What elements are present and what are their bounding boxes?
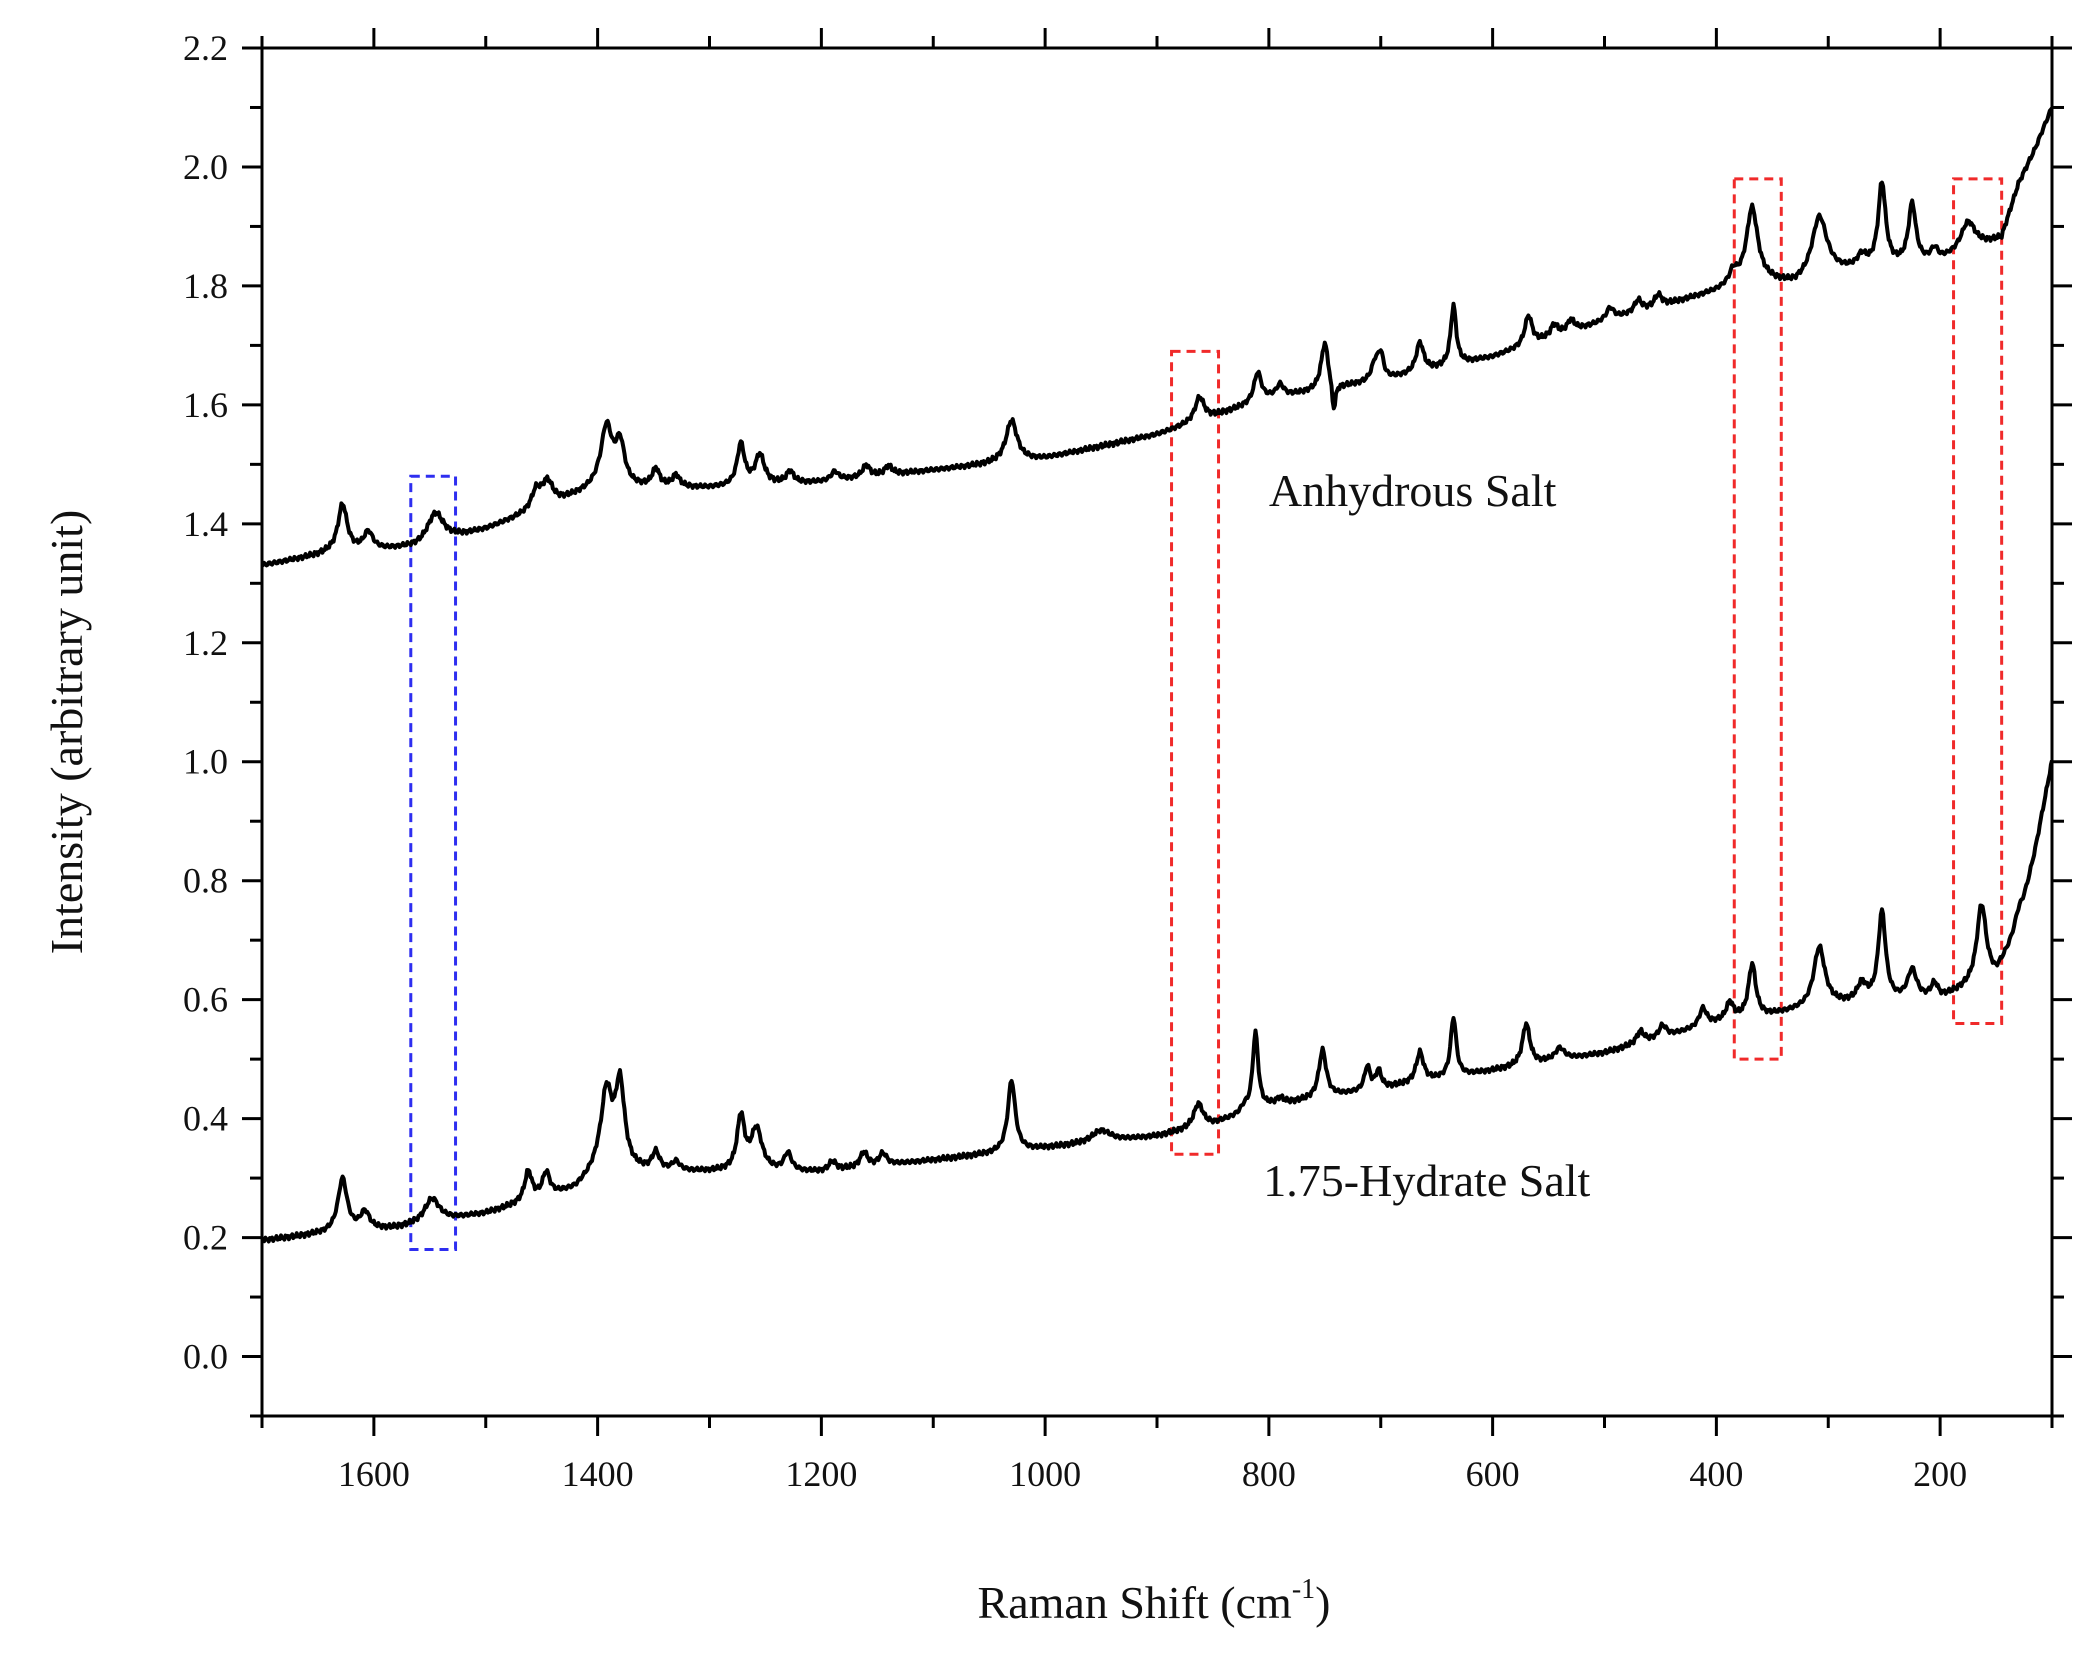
x-tick-label: 800 bbox=[1242, 1454, 1296, 1494]
y-tick-label: 1.8 bbox=[183, 266, 228, 306]
y-tick-label: 2.0 bbox=[183, 147, 228, 187]
y-tick-label: 1.0 bbox=[183, 742, 228, 782]
y-tick-label: 1.4 bbox=[183, 504, 228, 544]
y-axis-tick-labels: 0.0 0.2 0.4 0.6 0.8 1.0 1.2 1.4 1.6 1.8 2.0 2.2 bbox=[183, 28, 228, 1377]
spectra-lines bbox=[260, 106, 2054, 1244]
x-axis-tick-labels: 1600 1400 1200 1000 800 600 400 200 bbox=[338, 1454, 1967, 1494]
y-axis-ticks bbox=[242, 46, 2072, 1418]
x-axis-title-main: Raman Shift (cm bbox=[978, 1577, 1292, 1628]
spectrum-line bbox=[261, 759, 2054, 1244]
x-tick-label: 1200 bbox=[785, 1454, 857, 1494]
y-tick-label: 1.6 bbox=[183, 385, 228, 425]
series-labels: Anhydrous Salt 1.75-Hydrate Salt bbox=[1263, 465, 1590, 1206]
x-axis-ticks bbox=[260, 28, 2054, 1436]
x-tick-label: 1000 bbox=[1009, 1454, 1081, 1494]
x-tick-label: 1400 bbox=[562, 1454, 634, 1494]
highlight-box bbox=[1170, 349, 1221, 1156]
x-tick-label: 1600 bbox=[338, 1454, 410, 1494]
y-tick-label: 0.4 bbox=[183, 1099, 228, 1139]
y-tick-label: 0.8 bbox=[183, 861, 228, 901]
x-tick-label: 600 bbox=[1466, 1454, 1520, 1494]
x-axis-title: Raman Shift (cm-1) bbox=[978, 1574, 1331, 1628]
highlight-box bbox=[409, 474, 458, 1251]
x-axis-title-sup: -1 bbox=[1292, 1574, 1315, 1605]
highlight-box bbox=[1952, 177, 2004, 1025]
series-label: Anhydrous Salt bbox=[1269, 465, 1557, 516]
y-axis-title: Intensity (arbitrary unit) bbox=[41, 510, 92, 955]
x-tick-label: 200 bbox=[1913, 1454, 1967, 1494]
spectrum-line bbox=[260, 106, 2054, 568]
highlight-boxes bbox=[409, 177, 2004, 1251]
highlight-box bbox=[1732, 177, 1783, 1061]
y-tick-label: 2.2 bbox=[183, 28, 228, 68]
x-tick-label: 400 bbox=[1689, 1454, 1743, 1494]
series-label: 1.75-Hydrate Salt bbox=[1263, 1155, 1590, 1206]
y-tick-label: 0.6 bbox=[183, 980, 228, 1020]
y-tick-label: 0.2 bbox=[183, 1218, 228, 1258]
x-axis-title-close: ) bbox=[1315, 1577, 1330, 1628]
y-tick-label: 1.2 bbox=[183, 623, 228, 663]
y-tick-label: 0.0 bbox=[183, 1337, 228, 1377]
plot-frame bbox=[260, 46, 2054, 1418]
